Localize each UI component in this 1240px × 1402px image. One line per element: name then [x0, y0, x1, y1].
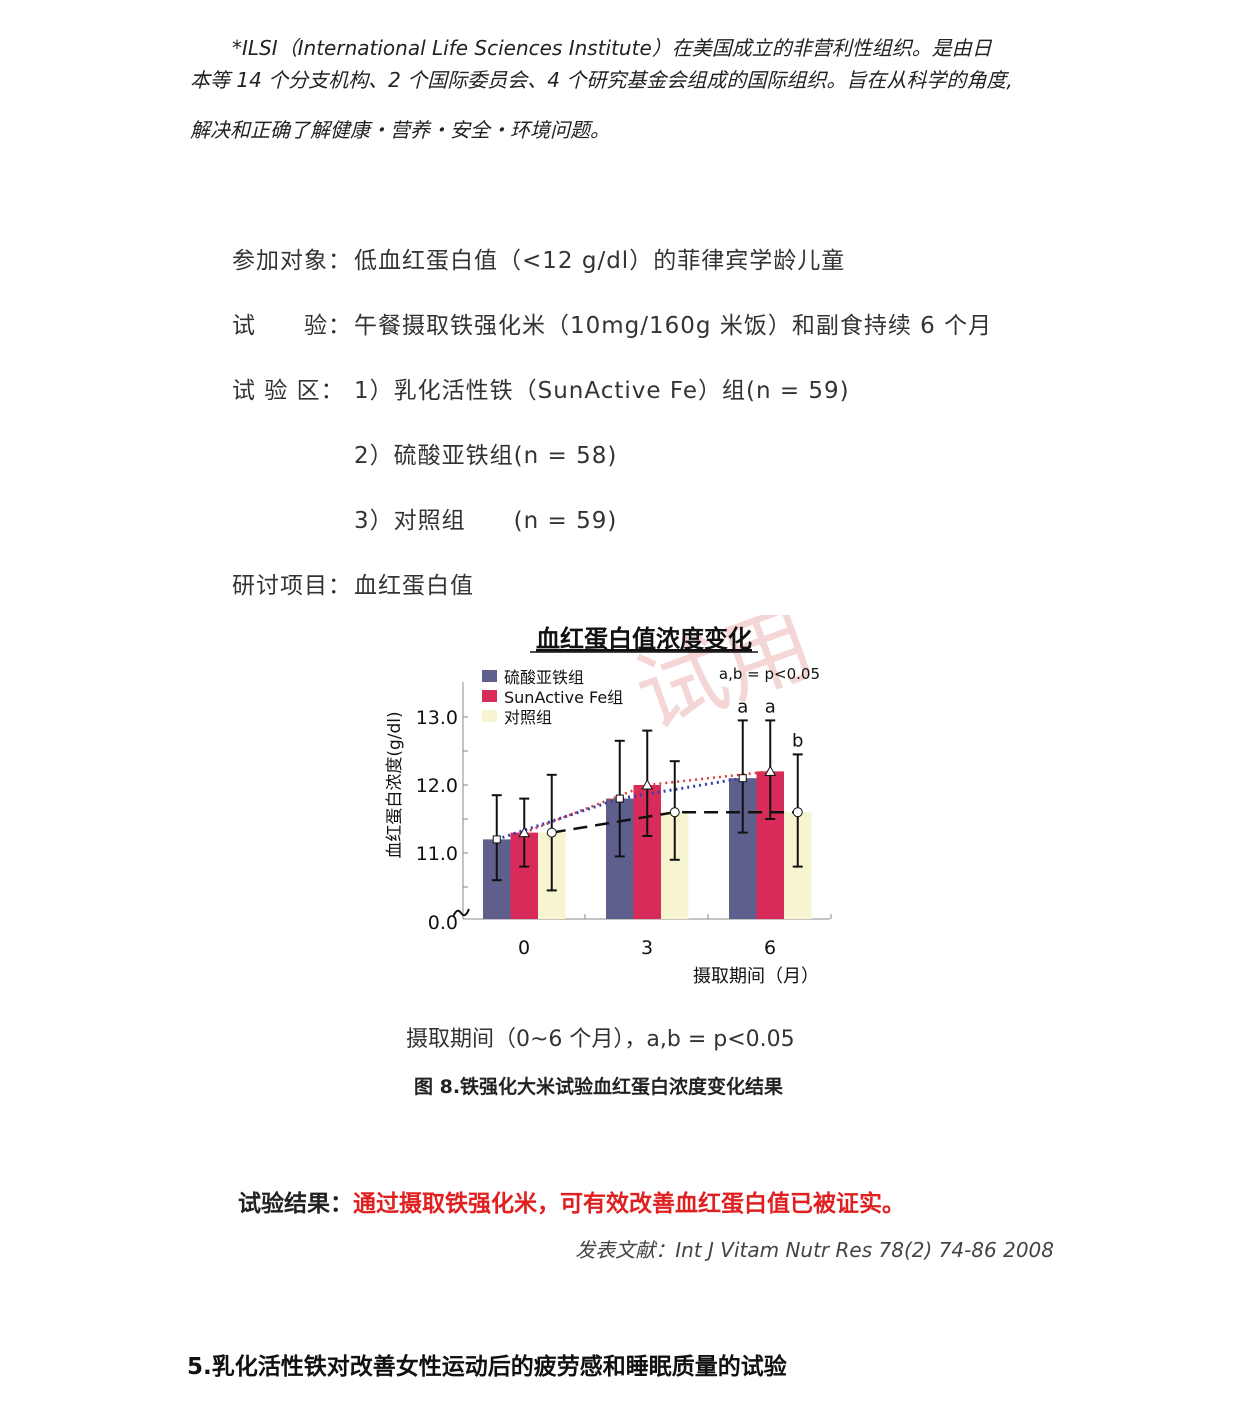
x-tick-label: 6	[764, 937, 776, 959]
data-point	[492, 835, 501, 844]
footnote-line-2: 本等 14 个分支机构、2 个国际委员会、4 个研究基金会组成的国际组织。旨在从…	[190, 68, 1013, 92]
data-point	[669, 807, 680, 818]
subjects-value: 低血红蛋白值（<12 g/dl）的菲律宾学龄儿童	[354, 248, 846, 274]
x-tick-label: 0	[518, 937, 530, 959]
x-axis-label: 摄取期间（月）	[693, 966, 819, 987]
y-tick-label: 0.0	[428, 912, 458, 934]
y-tick-label: 13.0	[416, 707, 458, 729]
significance-label: a	[765, 696, 776, 717]
data-point	[615, 794, 624, 803]
plot-area: 0.011.012.013.00 3 6a ab	[416, 682, 832, 959]
result-label: 试验结果：	[238, 1191, 353, 1217]
series-line	[551, 810, 798, 834]
figure-title: 图 8.铁强化大米试验血红蛋白浓度变化结果	[414, 1076, 784, 1098]
groups-label: 试 验 区：	[232, 378, 345, 404]
significance-label: a	[737, 696, 748, 717]
group-2: 2）硫酸亚铁组(n = 58)	[354, 443, 618, 469]
result-row: 试验结果：通过摄取铁强化米，可有效改善血红蛋白值已被证实。	[238, 1184, 905, 1218]
section-heading: 5.乳化活性铁对改善女性运动后的疲劳感和睡眠质量的试验	[187, 1354, 787, 1380]
legend-label: 对照组	[504, 708, 552, 727]
subjects-row: 参加对象：低血红蛋白值（<12 g/dl）的菲律宾学龄儿童	[232, 241, 845, 275]
trial-value: 午餐摄取铁强化米（10mg/160g 米饭）和副食持续 6 个月	[354, 313, 993, 339]
data-point	[792, 807, 803, 818]
legend-label: SunActive Fe组	[504, 688, 623, 707]
data-point	[546, 827, 557, 838]
legend-swatch	[482, 710, 497, 722]
items-label: 研讨项目：	[232, 573, 352, 599]
trial-label: 试 验：	[232, 313, 352, 339]
footnote-line-3: 解决和正确了解健康・营养・安全・环境问题。	[190, 118, 610, 142]
items-value: 血红蛋白值	[354, 573, 474, 599]
data-point	[764, 765, 777, 776]
group-1: 1）乳化活性铁（SunActive Fe）组(n = 59)	[354, 378, 850, 404]
series-line	[496, 776, 743, 841]
x-tick-label: 3	[641, 937, 653, 959]
groups-row: 试 验 区： 1）乳化活性铁（SunActive Fe）组(n = 59)	[232, 371, 850, 405]
hemoglobin-chart: 试用 血红蛋白值浓度变化 a,b = p<0.05 血红蛋白浓度(g/dl) 摄…	[385, 615, 832, 987]
result-text: 通过摄取铁强化米，可有效改善血红蛋白值已被证实。	[353, 1191, 905, 1217]
figure-caption: 摄取期间（0~6 个月），a,b = p<0.05	[406, 1027, 795, 1052]
significance-note: a,b = p<0.05	[719, 665, 820, 683]
trial-row: 试 验：午餐摄取铁强化米（10mg/160g 米饭）和副食持续 6 个月	[232, 306, 992, 340]
legend-swatch	[482, 670, 497, 682]
footnote-line-1: *ILSI（International Life Sciences Instit…	[232, 36, 992, 60]
subjects-label: 参加对象：	[232, 248, 352, 274]
significance-label: b	[792, 730, 803, 751]
data-point	[738, 774, 747, 783]
y-tick-label: 11.0	[416, 843, 458, 865]
legend-swatch	[482, 690, 497, 702]
data-point	[641, 778, 654, 790]
items-row: 研讨项目：血红蛋白值	[232, 566, 474, 600]
y-tick-label: 12.0	[416, 775, 458, 797]
chart-title: 血红蛋白值浓度变化	[536, 625, 752, 653]
data-point	[518, 826, 531, 838]
y-axis-label: 血红蛋白浓度(g/dl)	[385, 711, 405, 858]
legend-label: 硫酸亚铁组	[504, 668, 584, 687]
group-3: 3）对照组 (n = 59)	[354, 508, 618, 534]
reference: 发表文献：Int J Vitam Nutr Res 78(2) 74-86 20…	[575, 1238, 1054, 1262]
axis-break-icon	[452, 908, 470, 918]
